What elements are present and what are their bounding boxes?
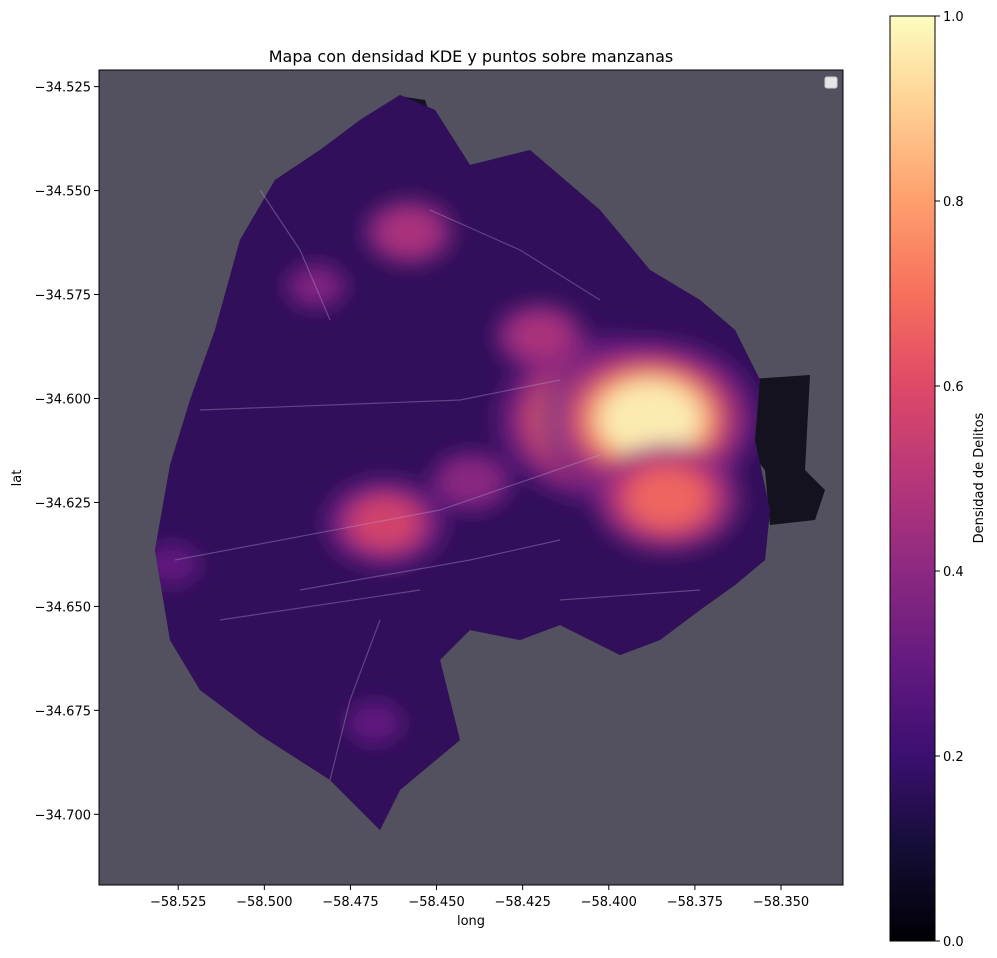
kde-contour-7-4 [351, 705, 398, 741]
x-tick-label-5: −58.400 [581, 895, 637, 910]
x-tick-label-4: −58.425 [494, 895, 550, 910]
colorbar-axis: 0.0 0.2 0.4 0.6 0.8 1.0 [935, 10, 964, 950]
colorbar-tick-label-0: 0.0 [943, 935, 964, 950]
kde-contour-6-4 [155, 547, 195, 583]
kde-contour-4-4 [380, 210, 438, 254]
colorbar-tick-label-3: 0.6 [943, 380, 964, 395]
street-lines [174, 189, 701, 781]
kde-contour-2-4 [628, 469, 706, 527]
x-tick-label-7: −58.350 [753, 895, 809, 910]
y-tick-label-6: −34.675 [35, 704, 91, 719]
colorbar-tick-label-5: 1.0 [943, 10, 964, 25]
legend-box [824, 76, 838, 89]
kde-contour-8-4 [510, 314, 569, 358]
colorbar-tick-label-2: 0.4 [943, 565, 964, 580]
y-tick-label-5: −34.650 [35, 600, 91, 615]
x-tick-label-0: −58.525 [150, 895, 206, 910]
y-tick-label-1: −34.550 [35, 185, 91, 200]
plot-frame [98, 69, 844, 886]
x-tick-label-6: −58.375 [667, 895, 723, 910]
colorbar-label: Densidad de Delitos [972, 412, 987, 543]
kde-contour-3-4 [352, 499, 418, 548]
y-tick-label-3: −34.600 [35, 392, 91, 407]
y-tick-label-7: −34.700 [35, 808, 91, 823]
chart-title: Mapa con densidad KDE y puntos sobre man… [269, 47, 674, 66]
colorbar [889, 15, 936, 942]
kde-hotspots [155, 198, 761, 745]
y-tick-label-4: −34.625 [35, 496, 91, 511]
kde-contour-9-4 [444, 461, 498, 502]
x-tick-label-3: −58.450 [408, 895, 464, 910]
y-tick-label-0: −34.525 [35, 81, 91, 96]
y-axis-label: lat [10, 470, 25, 487]
colorbar-tick-label-1: 0.2 [943, 750, 964, 765]
x-axis: −58.525 −58.500 −58.475 −58.450 −58.425 −58.4… [150, 885, 809, 910]
x-axis-label: long [457, 914, 485, 929]
colorbar-tick-label-4: 0.8 [943, 195, 964, 210]
x-tick-label-1: −58.500 [236, 895, 292, 910]
kde-contour-1-4 [602, 383, 698, 455]
y-axis: −34.525 −34.550 −34.575 −34.600 −34.625 −34.6… [35, 81, 99, 823]
port-blocks [735, 375, 825, 525]
kde-contour-5-4 [290, 267, 342, 305]
y-tick-label-2: −34.575 [35, 289, 91, 304]
x-tick-label-2: −58.475 [322, 895, 378, 910]
